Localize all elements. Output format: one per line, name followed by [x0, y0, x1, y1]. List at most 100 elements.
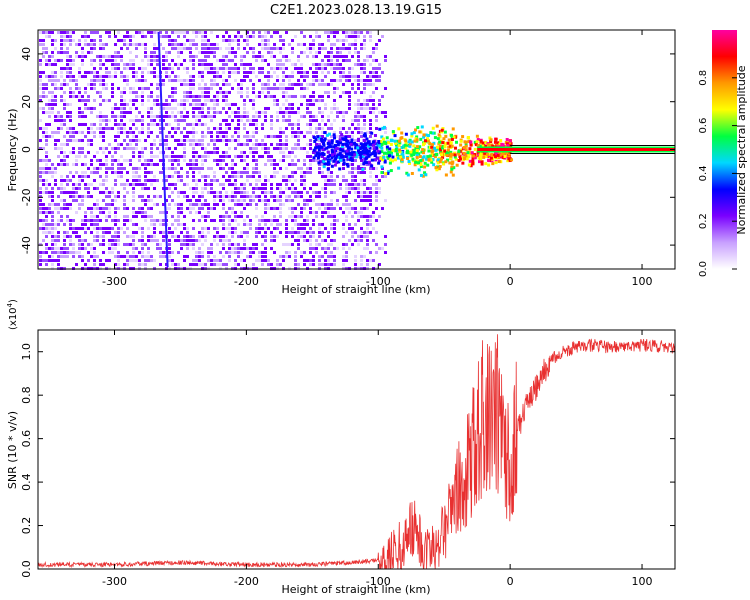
- spectrogram-cell: [261, 199, 264, 202]
- spectrogram-cell: [168, 195, 171, 198]
- spectrogram-cell: [348, 211, 351, 214]
- spectrogram-cell: [69, 243, 72, 246]
- spectrogram-cell: [180, 247, 183, 250]
- spectrogram-cell: [415, 155, 419, 159]
- spectrogram-cell: [48, 55, 51, 58]
- spectrogram-cell: [249, 203, 252, 206]
- spectrogram-cell: [315, 99, 318, 102]
- spectrogram-cell: [264, 147, 267, 150]
- spectrogram-cell: [330, 239, 333, 242]
- spectrogram-cell: [42, 239, 45, 242]
- spectrogram-cell: [438, 164, 442, 168]
- spectrogram-cell: [471, 154, 475, 158]
- spectrogram-cell: [132, 223, 135, 226]
- spectrogram-cell: [63, 31, 66, 34]
- spectrogram-cell: [276, 79, 279, 82]
- spectrogram-cell: [228, 123, 231, 126]
- spectrogram-cell: [363, 231, 366, 234]
- spectrogram-cell: [117, 147, 120, 150]
- spectrogram-cell: [129, 139, 132, 142]
- spectrogram-cell: [96, 115, 99, 118]
- spectrogram-cell: [96, 151, 99, 154]
- spectrogram-cell: [493, 140, 497, 144]
- spectrogram-cell: [207, 67, 210, 70]
- spectrogram-cell: [363, 43, 366, 46]
- spectrogram-cell: [327, 145, 331, 149]
- spectrogram-cell: [93, 259, 96, 262]
- snr-y-tick-label: 0.4: [20, 473, 33, 491]
- spectrogram-cell: [141, 199, 144, 202]
- spectrogram-cell: [285, 227, 288, 230]
- spectrogram-cell: [318, 259, 321, 262]
- spectrogram-cell: [150, 71, 153, 74]
- spectrogram-cell: [216, 263, 219, 266]
- spectrogram-cell: [458, 154, 462, 158]
- spectrogram-cell: [327, 263, 330, 266]
- spectrogram-cell: [261, 147, 264, 150]
- spectrogram-cell: [320, 137, 324, 141]
- spectrogram-cell: [306, 99, 309, 102]
- spectrogram-cell: [413, 139, 417, 143]
- spectrogram-cell: [192, 79, 195, 82]
- spectrogram-cell: [300, 215, 303, 218]
- spectrogram-cell: [333, 207, 336, 210]
- spectrogram-cell: [132, 191, 135, 194]
- spectrogram-cell: [303, 199, 306, 202]
- spectrogram-cell: [294, 219, 297, 222]
- spectrogram-cell: [342, 203, 345, 206]
- spectrogram-cell: [362, 133, 366, 137]
- spectrogram-cell: [105, 155, 108, 158]
- spectrogram-cell: [51, 243, 54, 246]
- spectrogram-cell: [78, 39, 81, 42]
- spectrogram-cell: [357, 243, 360, 246]
- spectrogram-cell: [489, 139, 493, 143]
- spectrogram-cell: [312, 75, 315, 78]
- spectrogram-cell: [192, 67, 195, 70]
- spectrogram-cell: [192, 107, 195, 110]
- spectrogram-cell: [276, 87, 279, 90]
- spectrogram-cell: [381, 71, 384, 74]
- spectrogram-cell: [294, 191, 297, 194]
- spectrogram-cell: [90, 163, 93, 166]
- spectrogram-cell: [90, 63, 93, 66]
- spectrogram-cell: [365, 156, 369, 160]
- spectrogram-cell: [165, 67, 168, 70]
- spectrogram-cell: [105, 171, 108, 174]
- spectrogram-cell: [183, 119, 186, 122]
- spectrogram-cell: [318, 171, 321, 174]
- spectrogram-cell: [99, 175, 102, 178]
- spectrogram-cell: [75, 159, 78, 162]
- spectrogram-cell: [357, 103, 360, 106]
- spectrogram-cell: [231, 67, 234, 70]
- spectrogram-cell: [300, 231, 303, 234]
- spectrogram-cell: [105, 147, 108, 150]
- spectrogram-cell: [120, 55, 123, 58]
- spectrogram-cell: [375, 87, 378, 90]
- spectrogram-cell: [264, 219, 267, 222]
- spectrogram-cell: [129, 35, 132, 38]
- spectrogram-cell: [369, 199, 372, 202]
- spectrogram-cell: [339, 207, 342, 210]
- spectrogram-cell: [135, 255, 138, 258]
- spectrogram-cell: [66, 51, 69, 54]
- spectrogram-cell: [270, 143, 273, 146]
- spectrogram-cell: [201, 123, 204, 126]
- spectrogram-cell: [279, 167, 282, 170]
- spectrogram-cell: [42, 251, 45, 254]
- spectrogram-cell: [282, 179, 285, 182]
- spectrogram-cell: [437, 167, 441, 171]
- spectrogram-cell: [51, 231, 54, 234]
- spectrogram-cell: [126, 103, 129, 106]
- spectrogram-cell: [279, 51, 282, 54]
- spectrogram-cell: [174, 219, 177, 222]
- spectrogram-cell: [198, 195, 201, 198]
- spectrogram-cell: [294, 135, 297, 138]
- spectrogram-cell: [144, 263, 147, 266]
- spectrogram-cell: [159, 115, 162, 118]
- spectrogram-cell: [252, 47, 255, 50]
- spectrogram-cell: [75, 83, 78, 86]
- spectrogram-cell: [255, 247, 258, 250]
- spectrogram-cell: [204, 103, 207, 106]
- spectrogram-cell: [335, 161, 339, 165]
- spectrogram-cell: [436, 137, 440, 141]
